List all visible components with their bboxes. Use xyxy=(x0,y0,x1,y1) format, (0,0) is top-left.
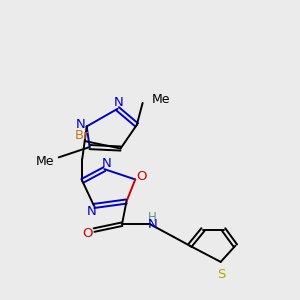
Text: N: N xyxy=(113,96,123,109)
Text: Me: Me xyxy=(36,155,54,168)
Text: H: H xyxy=(148,211,157,224)
Text: O: O xyxy=(136,170,147,183)
Text: O: O xyxy=(82,226,93,239)
Text: N: N xyxy=(148,218,157,231)
Text: Me: Me xyxy=(152,93,170,106)
Text: N: N xyxy=(102,157,112,170)
Text: N: N xyxy=(87,205,97,218)
Text: S: S xyxy=(217,268,225,281)
Text: N: N xyxy=(75,118,85,131)
Text: Br: Br xyxy=(75,129,90,142)
